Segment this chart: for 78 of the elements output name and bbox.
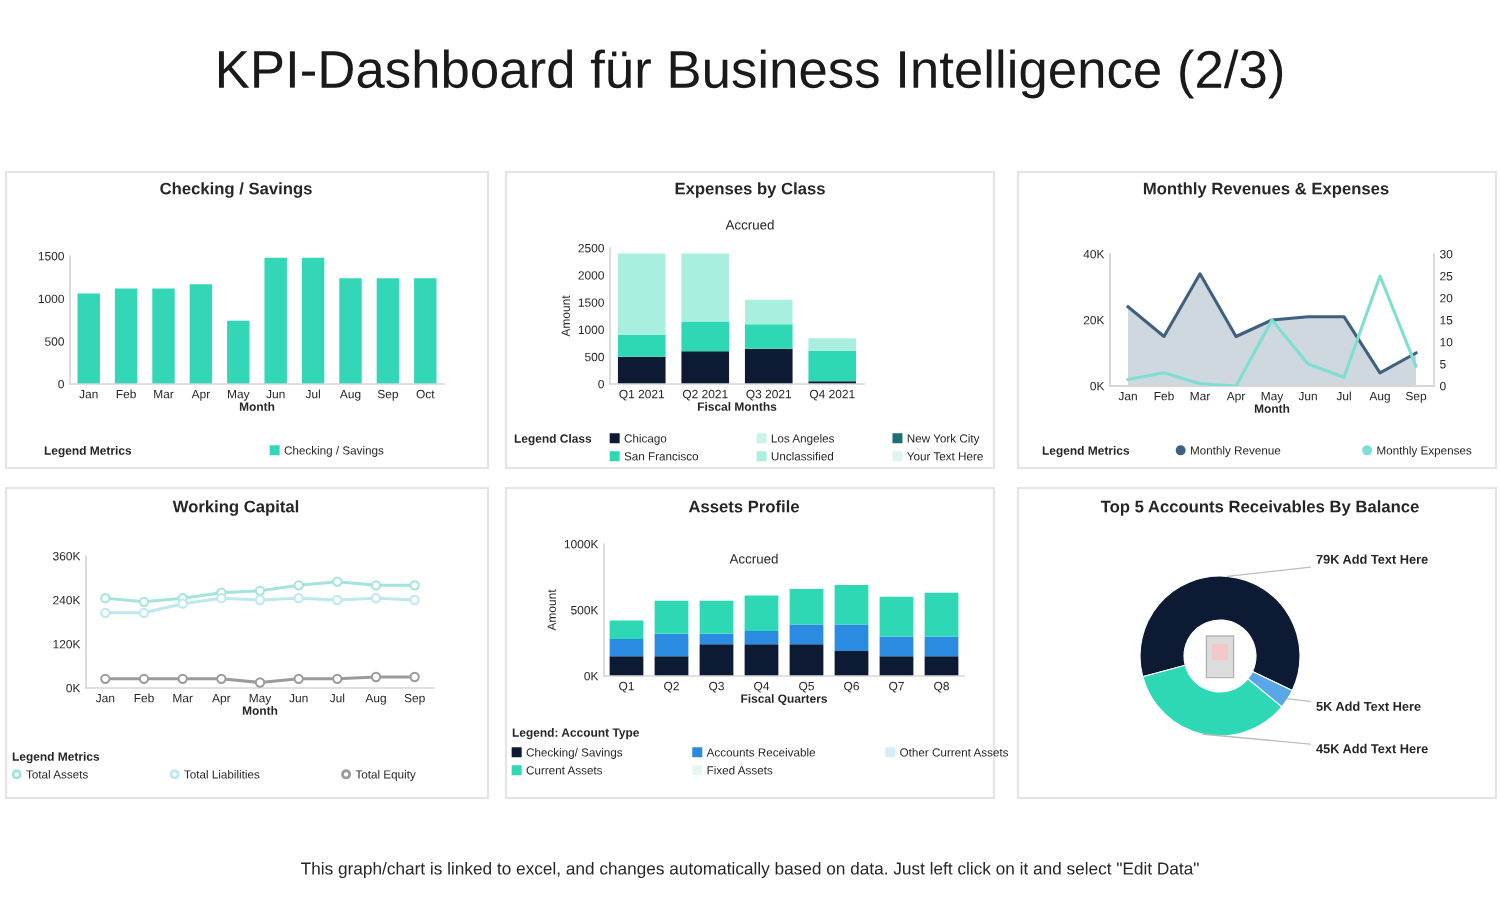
bar xyxy=(301,257,325,384)
bar xyxy=(681,253,730,322)
point xyxy=(370,580,382,591)
point xyxy=(293,580,304,591)
bar xyxy=(924,636,959,657)
bar xyxy=(808,350,857,382)
bar xyxy=(617,253,666,336)
bar xyxy=(879,636,914,657)
point xyxy=(138,673,150,684)
bar xyxy=(834,624,869,651)
bar xyxy=(227,320,250,384)
chart-title: Top 5 Accounts Receivables By Balance xyxy=(1100,500,1419,516)
point xyxy=(409,594,420,606)
bar xyxy=(744,299,793,325)
bar xyxy=(789,624,824,645)
point xyxy=(254,677,266,688)
text: KPI-Dashboard für Business Intelligence (2/3) xyxy=(218,49,1283,99)
bar xyxy=(681,321,730,352)
bar xyxy=(654,656,689,676)
bar xyxy=(924,656,959,676)
bar xyxy=(924,592,959,637)
point xyxy=(409,671,420,683)
bar xyxy=(339,278,362,384)
bar xyxy=(879,656,914,676)
bar xyxy=(789,644,824,676)
point xyxy=(254,594,266,606)
point xyxy=(409,580,420,591)
bar xyxy=(654,633,689,657)
point xyxy=(332,594,343,606)
point xyxy=(370,671,382,683)
point xyxy=(254,585,266,596)
bar xyxy=(414,278,437,384)
bar xyxy=(609,620,644,640)
bar xyxy=(744,324,793,349)
bar xyxy=(152,288,175,384)
chart-title: Checking / Savings xyxy=(160,182,312,198)
point xyxy=(332,673,343,684)
bar xyxy=(609,639,644,657)
point xyxy=(100,593,111,604)
bar xyxy=(744,595,779,632)
chart-title: Expenses by Class xyxy=(675,182,825,198)
point xyxy=(216,673,227,684)
bar xyxy=(834,650,869,676)
bar xyxy=(879,596,914,637)
text: This graph/chart is linked to excel, and changes automatically based on data. Just left click on it and select "Edit Data" xyxy=(301,861,1199,879)
bar xyxy=(699,644,734,676)
bar xyxy=(609,656,644,676)
point xyxy=(177,598,188,609)
bar xyxy=(264,257,287,384)
chart-title: Working Capital xyxy=(172,500,299,516)
point xyxy=(138,596,150,607)
point xyxy=(332,576,343,587)
bar xyxy=(699,633,734,645)
bar xyxy=(699,600,734,634)
point xyxy=(138,607,150,618)
bar xyxy=(77,293,100,384)
point xyxy=(216,593,227,604)
bar xyxy=(617,335,666,357)
chart-title: Assets Profile xyxy=(688,500,800,513)
bar xyxy=(744,644,779,676)
bar xyxy=(114,288,138,384)
bar xyxy=(681,351,730,384)
bar xyxy=(808,338,857,351)
bar xyxy=(654,600,689,634)
bar xyxy=(744,348,793,384)
bar xyxy=(789,588,824,625)
bar xyxy=(376,278,400,384)
bar xyxy=(834,584,869,625)
point xyxy=(293,593,304,604)
point xyxy=(100,673,111,684)
bar xyxy=(617,356,666,384)
bar xyxy=(189,284,213,384)
point xyxy=(293,673,304,684)
point xyxy=(100,607,111,618)
point xyxy=(177,673,188,684)
point xyxy=(370,593,382,604)
bar xyxy=(744,631,779,645)
chart-title: Monthly Revenues & Expenses xyxy=(1143,182,1389,198)
